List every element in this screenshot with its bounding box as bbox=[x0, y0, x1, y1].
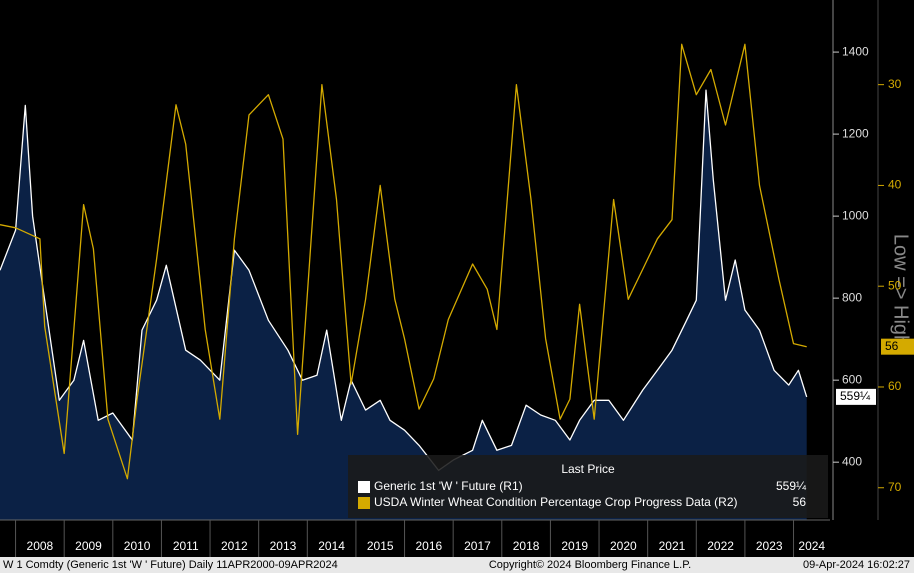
footer-right: 09-Apr-2024 16:02:27 bbox=[803, 559, 910, 571]
x-tick-label: 2018 bbox=[513, 539, 540, 553]
legend: Last Price Generic 1st 'W ' Future (R1) 55… bbox=[348, 455, 828, 518]
last-value-tag bbox=[881, 338, 914, 355]
y2-tick-label: 60 bbox=[888, 379, 902, 393]
y-tick-label: 800 bbox=[842, 290, 862, 304]
footer-left: W 1 Comdty (Generic 1st 'W ' Future) Dai… bbox=[3, 559, 338, 571]
legend-value: 559¼ bbox=[776, 479, 807, 493]
y-tick-label: 400 bbox=[842, 454, 862, 468]
x-tick-label: 2008 bbox=[27, 539, 54, 553]
legend-label: Generic 1st 'W ' Future (R1) bbox=[374, 479, 523, 493]
x-tick-label: 2020 bbox=[610, 539, 637, 553]
legend-title: Last Price bbox=[561, 462, 615, 476]
y2-tick-label: 30 bbox=[888, 77, 902, 91]
legend-box bbox=[348, 455, 828, 518]
x-tick-label: 2011 bbox=[173, 539, 199, 553]
y2-tick-label: 50 bbox=[888, 278, 902, 292]
y-tick-label: 1400 bbox=[842, 44, 869, 58]
line bbox=[0, 43, 807, 480]
x-tick-label: 2013 bbox=[270, 539, 297, 553]
last-value-tag bbox=[836, 388, 876, 405]
x-tick-label: 2009 bbox=[75, 539, 102, 553]
x-tick-label: 2014 bbox=[318, 539, 345, 553]
footer-band bbox=[0, 557, 914, 573]
x-tick-label: 2016 bbox=[416, 539, 443, 553]
last-value-label: 56 bbox=[885, 339, 899, 353]
footer-center: Copyright© 2024 Bloomberg Finance L.P. bbox=[489, 559, 691, 571]
legend-swatch bbox=[358, 497, 370, 509]
y-tick-label: 1000 bbox=[842, 208, 869, 222]
y2-tick-label: 40 bbox=[888, 178, 902, 192]
x-tick-label: 2012 bbox=[221, 539, 248, 553]
x-tick-label: 2019 bbox=[561, 539, 588, 553]
x-tick-label: 2024 bbox=[798, 539, 825, 553]
x-tick-label: 2015 bbox=[367, 539, 394, 553]
x-axis-band bbox=[0, 520, 830, 557]
legend-label: USDA Winter Wheat Condition Percentage C… bbox=[374, 495, 738, 509]
x-tick-label: 2017 bbox=[464, 539, 491, 553]
x-tick-label: 2010 bbox=[124, 539, 151, 553]
legend-swatch bbox=[358, 481, 370, 493]
x-tick-label: 2023 bbox=[756, 539, 783, 553]
y-tick-label: 600 bbox=[842, 372, 862, 386]
y2-tick-label: 70 bbox=[888, 480, 902, 494]
axis-label-right: Low => High bbox=[890, 234, 912, 346]
last-value-label: 559¼ bbox=[840, 389, 871, 403]
area bbox=[0, 90, 807, 520]
y-tick-label: 1200 bbox=[842, 126, 869, 140]
x-tick-label: 2022 bbox=[707, 539, 734, 553]
legend-value: 56 bbox=[793, 495, 807, 509]
line bbox=[0, 89, 808, 472]
x-tick-label: 2021 bbox=[659, 539, 686, 553]
